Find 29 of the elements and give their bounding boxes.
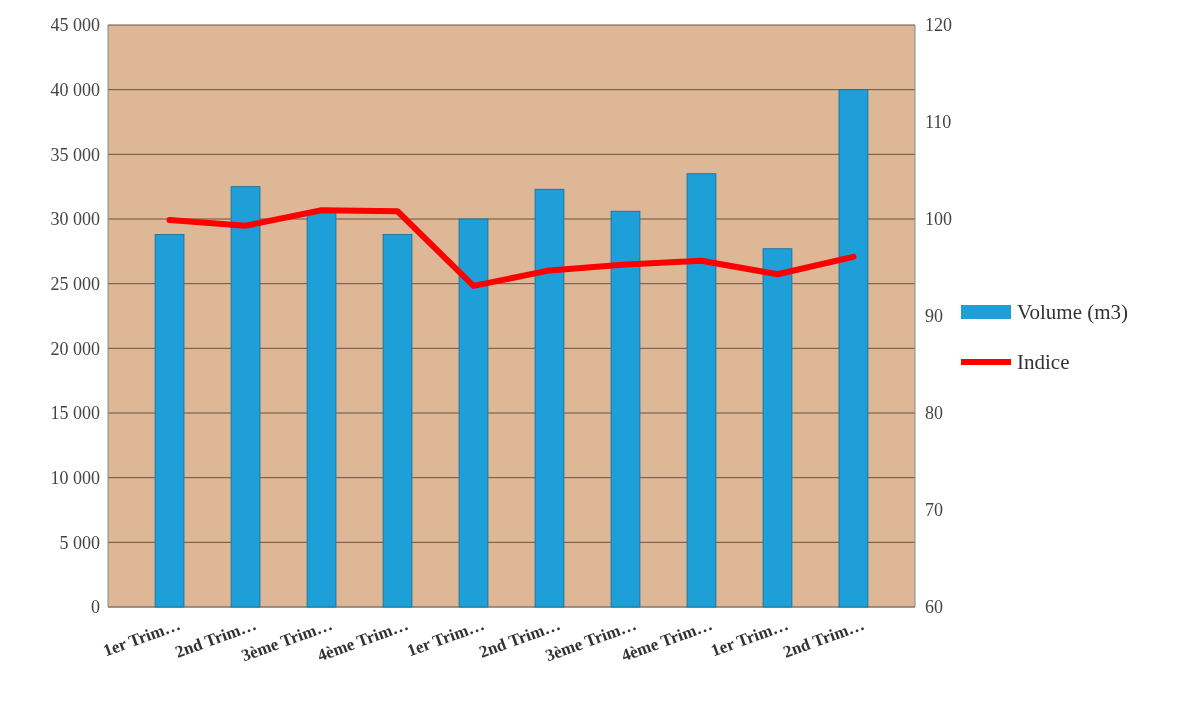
y-tick-label: 10 000 [50,467,100,488]
y-tick-label: 15 000 [50,403,100,424]
bar [838,89,869,608]
y2-tick-label: 60 [925,597,943,618]
y-tick-label: 40 000 [50,79,100,100]
bar [154,234,185,608]
y2-tick-label: 120 [925,15,952,36]
y2-tick-label: 110 [925,112,952,133]
y2-tick-label: 80 [925,403,943,424]
bar [458,218,489,608]
legend-label: Volume (m3) [1017,300,1129,325]
y-tick-label: 25 000 [50,273,100,294]
bar [230,186,261,608]
y-tick-label: 5 000 [59,532,100,553]
y-tick-label: 45 000 [50,15,100,36]
bar [534,188,565,608]
y2-tick-label: 90 [925,306,943,327]
y2-tick-label: 100 [925,209,952,230]
bar [610,210,641,608]
bar [762,248,793,608]
y2-tick-label: 70 [925,500,943,521]
y-tick-label: 30 000 [50,209,100,230]
bar [382,234,413,608]
bar [686,173,717,608]
y-tick-label: 20 000 [50,338,100,359]
y-tick-label: 35 000 [50,144,100,165]
legend-label: Indice [1017,350,1070,375]
y-tick-label: 0 [91,597,100,618]
bar [306,210,337,608]
